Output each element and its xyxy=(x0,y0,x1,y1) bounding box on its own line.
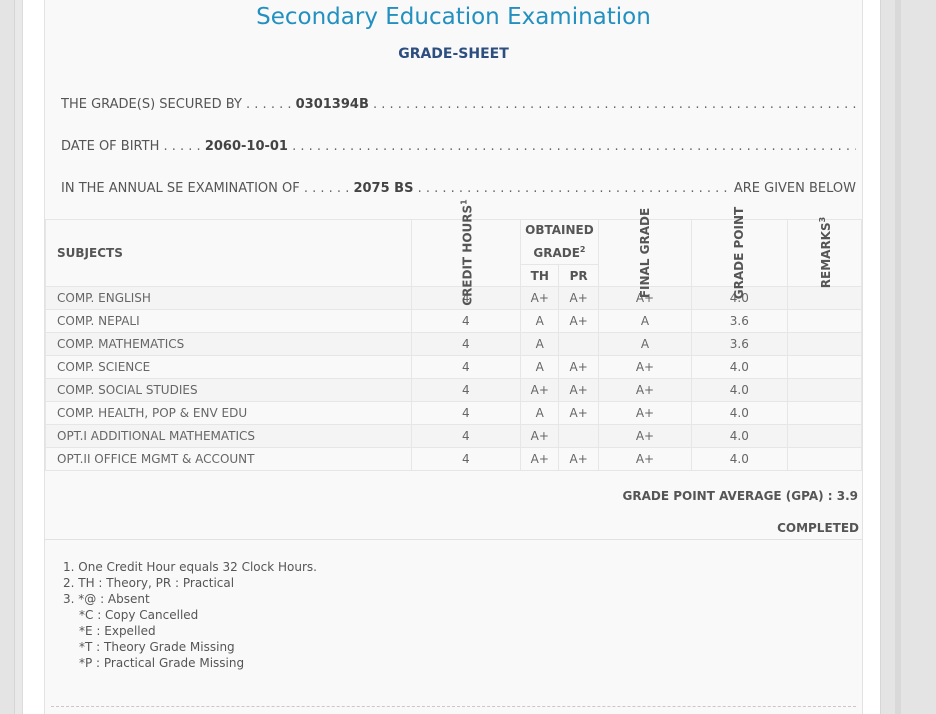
table-row: OPT.II OFFICE MGMT & ACCOUNT 4 A+ A+ A+ 4.0 xyxy=(45,447,863,471)
grade-sheet: Secondary Education Examination GRADE-SH… xyxy=(44,0,863,714)
dob-label: DATE OF BIRTH xyxy=(61,139,160,154)
table-row: COMP. SOCIAL STUDIES 4 A+ A+ A+ 4.0 xyxy=(45,378,863,402)
th-header: TH xyxy=(520,264,560,287)
subjects-header: SUBJECTS xyxy=(45,219,412,287)
footnote-item: *E : Expelled xyxy=(79,624,156,638)
left-page-gutter xyxy=(0,0,15,714)
footnote-item: *T : Theory Grade Missing xyxy=(79,640,235,654)
table-row: COMP. MATHEMATICS 4 A A 3.6 xyxy=(45,332,863,356)
grades-table: SUBJECTS CREDIT HOURS1 OBTAINED GRADE2 F… xyxy=(45,199,863,471)
table-row: COMP. ENGLISH 4 A+ A+ A+ 4.0 xyxy=(45,286,863,310)
exam-label: IN THE ANNUAL SE EXAMINATION OF xyxy=(61,181,300,196)
footnote-item: 1. One Credit Hour equals 32 Clock Hours… xyxy=(63,560,317,574)
credit-hours-header: CREDIT HOURS1 xyxy=(410,199,522,306)
table-row: COMP. NEPALI 4 A A+ A 3.6 xyxy=(45,309,863,333)
table-row: COMP. HEALTH, POP & ENV EDU 4 A A+ A+ 4.0 xyxy=(45,401,863,425)
obtained-grade-header: OBTAINED GRADE2 xyxy=(520,219,599,265)
exam-line: IN THE ANNUAL SE EXAMINATION OF . . . . … xyxy=(61,181,856,196)
footnote-item: *C : Copy Cancelled xyxy=(79,608,199,622)
table-row: OPT.I ADDITIONAL MATHEMATICS 4 A+ A+ 4.0 xyxy=(45,424,863,448)
status-text: COMPLETED xyxy=(777,521,859,535)
footnotes: 1. One Credit Hour equals 32 Clock Hours… xyxy=(63,559,317,671)
footnote-item: 2. TH : Theory, PR : Practical xyxy=(63,576,235,590)
grade-point-header: GRADE POINT xyxy=(691,207,788,299)
remarks-header: REMARKS3 xyxy=(786,217,863,288)
table-row: COMP. SCIENCE 4 A A+ A+ 4.0 xyxy=(45,355,863,379)
pr-header: PR xyxy=(558,264,599,287)
exam-year: 2075 BS xyxy=(353,181,414,196)
right-scrollbar-area[interactable] xyxy=(880,0,936,714)
gpa-summary: GRADE POINT AVERAGE (GPA) : 3.9 xyxy=(622,489,859,503)
final-grade-header: FINAL GRADE xyxy=(597,208,693,298)
divider xyxy=(45,539,862,540)
page-subtitle: GRADE-SHEET xyxy=(398,46,509,62)
dashed-divider xyxy=(51,706,856,707)
secured-by-label: THE GRADE(S) SECURED BY xyxy=(61,97,242,112)
dob-line: DATE OF BIRTH . . . . . 2060-10-01 . . .… xyxy=(61,139,856,154)
exam-line-tail: ARE GIVEN BELOW xyxy=(730,181,856,196)
footnote-item: *P : Practical Grade Missing xyxy=(79,656,245,670)
secured-by-line: THE GRADE(S) SECURED BY . . . . . . 0301… xyxy=(61,97,856,112)
footnote-item: 3. *@ : Absent xyxy=(63,592,150,606)
page-title: Secondary Education Examination xyxy=(256,4,651,30)
scrollbar-track[interactable] xyxy=(895,0,901,714)
dob-value: 2060-10-01 xyxy=(204,139,288,154)
symbol-number: 0301394B xyxy=(295,97,369,112)
